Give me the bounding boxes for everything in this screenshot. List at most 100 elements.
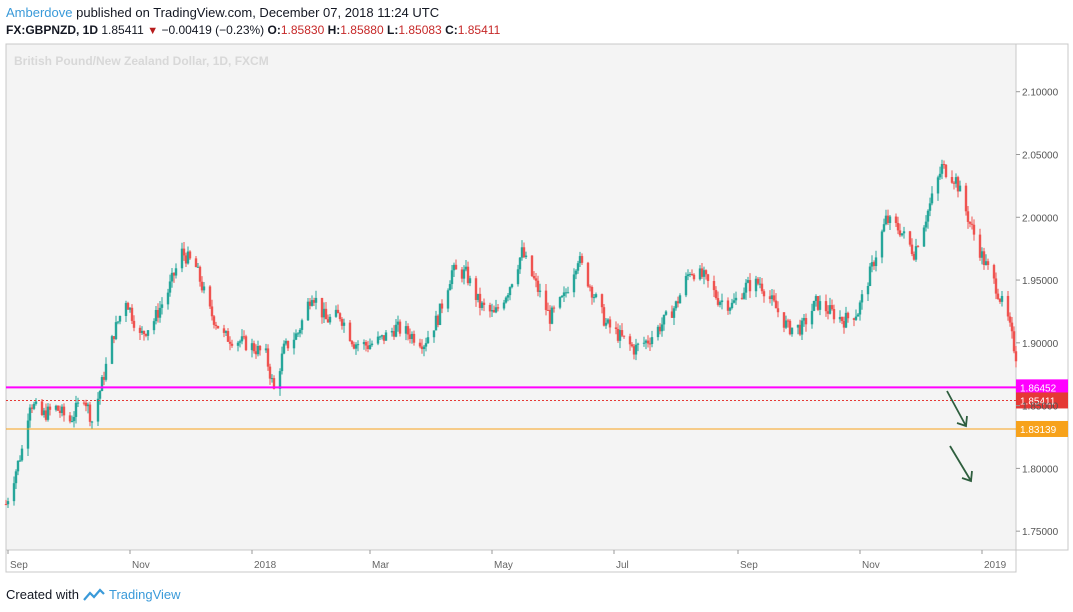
candle-body [434, 315, 438, 331]
candle-body [714, 290, 718, 299]
candle-body [110, 336, 114, 364]
candle-body [440, 303, 444, 309]
candle-body [846, 312, 850, 319]
candle-body [940, 164, 944, 174]
candle-body [250, 343, 254, 351]
x-tick-label: Sep [740, 560, 758, 571]
candle-body [336, 309, 340, 314]
candle-body [994, 278, 998, 294]
candle-body [420, 346, 424, 350]
candle-body [54, 405, 58, 410]
candle-body [686, 274, 690, 277]
candle-body [72, 416, 76, 422]
candle-body [840, 316, 844, 322]
candle-body [942, 164, 946, 166]
candle-body [732, 300, 736, 303]
candle-body [580, 256, 584, 263]
quote-header: FX:GBPNZD, 1D 1.85411 ▼ −0.00419 (−0.23%… [6, 23, 500, 37]
x-axis-labels: Sep Nov 2018 Mar May Jul Sep Nov 2019 [7, 550, 1007, 571]
candle-body [954, 177, 958, 184]
candle-body [870, 262, 874, 267]
candle-body [916, 246, 920, 248]
price-axis[interactable] [1015, 43, 1069, 551]
candle-body [742, 292, 746, 299]
candle-body [200, 281, 204, 291]
candle-body [34, 401, 38, 404]
candle-body [930, 193, 934, 204]
candle-body [242, 336, 246, 338]
low-label: L: [387, 23, 399, 37]
candle-body [40, 401, 44, 415]
level-price-label: 1.85411 [1020, 396, 1056, 407]
candle-body [706, 274, 710, 282]
candle-body [772, 295, 776, 301]
candle-body [768, 296, 772, 300]
high-value: 1.85880 [340, 23, 384, 37]
candle-body [538, 290, 542, 292]
author-link[interactable]: Amberdove [6, 5, 73, 20]
candle-body [550, 307, 554, 324]
y-tick-label: 1.90000 [1022, 339, 1059, 350]
candle-body [184, 255, 188, 264]
candle-body [798, 324, 802, 335]
time-axis[interactable] [5, 549, 1017, 573]
candle-body [68, 415, 72, 422]
levels-layer: 1.86452 1.85411 1.83139 [6, 379, 1068, 437]
created-with-text: Created with [6, 587, 79, 602]
candle-body [266, 348, 270, 367]
candle-body [310, 300, 314, 306]
candle-body [320, 297, 324, 318]
candle-body [886, 215, 890, 223]
candle-body [1000, 295, 1004, 302]
candle-body [712, 281, 716, 291]
x-tick-label: 2019 [984, 560, 1007, 571]
candle-body [992, 265, 996, 279]
projection-arrows [946, 390, 973, 483]
candle-body [146, 330, 150, 336]
candle-body [854, 316, 858, 320]
level-price-label: 1.83139 [1020, 425, 1057, 436]
candle-body [1006, 295, 1010, 317]
candle-body [980, 251, 984, 258]
candle-body [338, 313, 342, 320]
candle-body [676, 301, 680, 304]
low-value: 1.85083 [398, 23, 442, 37]
candle-body [838, 316, 842, 320]
candle-body [376, 336, 380, 344]
level-price-label: 1.86452 [1020, 383, 1057, 394]
candles-layer [4, 159, 1018, 509]
candle-body [628, 336, 632, 345]
candle-body [996, 293, 1000, 299]
candle-body [888, 216, 892, 223]
candle-body [30, 407, 34, 409]
candle-body [620, 330, 624, 336]
candle-body [280, 353, 284, 372]
candle-body [466, 266, 470, 284]
open-label: O: [267, 23, 281, 37]
candle-body [748, 280, 752, 292]
candle-body [474, 278, 478, 300]
candle-body [258, 345, 262, 351]
candle-body [406, 326, 410, 335]
candle-body [188, 251, 192, 259]
candle-body [970, 223, 974, 225]
candle-body [268, 366, 272, 379]
level-price-tag [1016, 379, 1068, 396]
candle-body [922, 227, 926, 247]
last-price: 1.85411 [101, 23, 144, 37]
tradingview-brand[interactable]: TradingView [108, 587, 181, 602]
candle-body [6, 501, 10, 505]
candle-body [132, 320, 136, 328]
plot-area[interactable] [5, 43, 1017, 551]
y-tick-label: 1.80000 [1022, 464, 1059, 475]
candle-body [194, 258, 198, 268]
candle-body [776, 308, 780, 313]
candle-body [356, 344, 360, 346]
candle-body [688, 274, 692, 276]
candle-body [852, 318, 856, 320]
candle-body [238, 341, 242, 343]
candle-body [704, 270, 708, 275]
candle-body [452, 264, 456, 271]
footer: Created with TradingView [6, 587, 181, 602]
